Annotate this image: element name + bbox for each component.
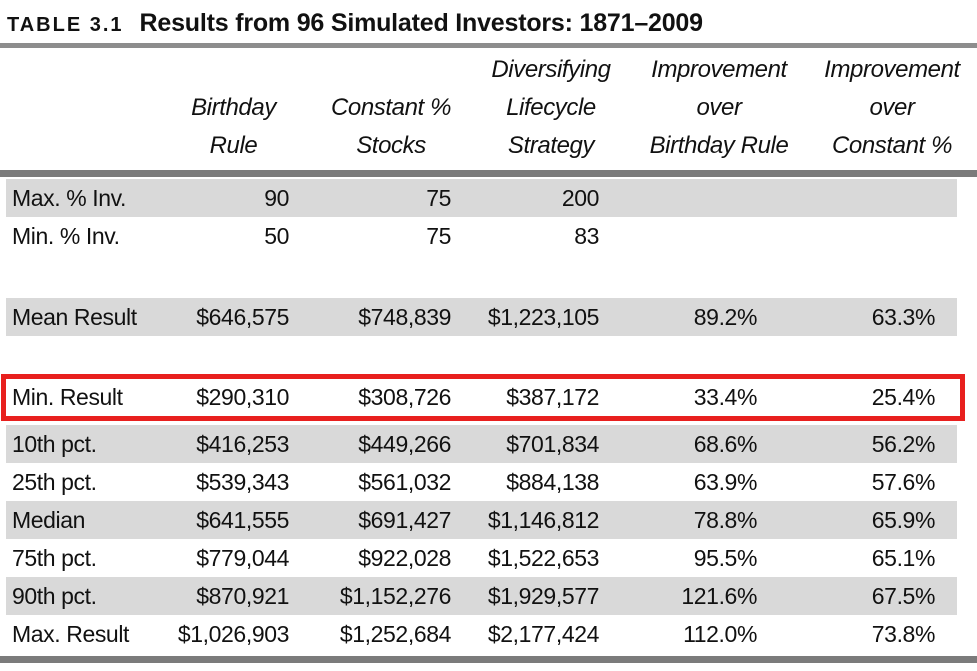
row-label: 25th pct. <box>12 468 97 495</box>
cell-diversifying-lifecycle: $387,172 <box>506 384 599 410</box>
table-row-min-result: Min. Result $290,310 $308,726 $387,172 3… <box>6 374 957 421</box>
cell-diversifying-lifecycle: $701,834 <box>506 430 599 457</box>
cell-constant-pct-stocks: $308,726 <box>358 384 451 410</box>
cell-improvement-over-constant: 65.9% <box>871 506 936 533</box>
cell-diversifying-lifecycle: $1,522,653 <box>487 544 600 571</box>
table-bottom-border <box>0 656 977 663</box>
cell-improvement-over-birthday: 95.5% <box>693 544 758 571</box>
cell-constant-pct-stocks: $449,266 <box>358 430 451 457</box>
row-label: 75th pct. <box>12 544 97 571</box>
cell-constant-pct-stocks: $691,427 <box>358 506 451 533</box>
caption-divider <box>0 43 977 48</box>
column-header-diversifying-lifecycle-strategy: Diversifying Lifecycle Strategy <box>491 56 611 159</box>
cell-diversifying-lifecycle: $2,177,424 <box>487 620 600 647</box>
cell-improvement-over-constant: 57.6% <box>871 468 936 495</box>
cell-improvement-over-constant: 73.8% <box>871 620 936 647</box>
cell-birthday-rule: $539,343 <box>196 468 289 495</box>
table-row-min-pct-inv: Min. % Inv. 50 75 83 <box>6 217 957 255</box>
cell-diversifying-lifecycle: $1,223,105 <box>487 303 600 330</box>
table-number: TABLE 3.1 <box>7 14 124 36</box>
cell-improvement-over-constant: 63.3% <box>871 303 936 330</box>
cell-constant-pct-stocks: $922,028 <box>358 544 451 571</box>
row-label: Mean Result <box>12 303 137 330</box>
table-row-max-result: Max. Result $1,026,903 $1,252,684 $2,177… <box>6 615 957 653</box>
cell-birthday-rule: $416,253 <box>196 430 289 457</box>
cell-improvement-over-constant: 67.5% <box>871 582 936 609</box>
column-headers: Birthday Rule Constant % Stocks Diversif… <box>0 48 977 170</box>
row-spacer <box>6 336 957 374</box>
row-label: Max. Result <box>12 620 130 647</box>
table-body: Max. % Inv. 90 75 200 Min. % Inv. 50 75 … <box>1 177 965 656</box>
cell-constant-pct-stocks: $748,839 <box>358 303 451 330</box>
table-row-75th-pct: 75th pct. $779,044 $922,028 $1,522,653 9… <box>6 539 957 577</box>
row-spacer <box>6 653 957 656</box>
cell-diversifying-lifecycle: 200 <box>561 184 600 211</box>
table-row-max-pct-inv: Max. % Inv. 90 75 200 <box>6 179 957 217</box>
cell-constant-pct-stocks: $1,252,684 <box>339 620 452 647</box>
cell-improvement-over-constant: 25.4% <box>871 384 936 410</box>
table-row-median: Median $641,555 $691,427 $1,146,812 78.8… <box>6 501 957 539</box>
row-label: Max. % Inv. <box>12 184 127 211</box>
table-row-mean-result: Mean Result $646,575 $748,839 $1,223,105… <box>6 298 957 336</box>
column-header-improvement-over-birthday-rule: Improvement over Birthday Rule <box>649 56 789 159</box>
row-label: 10th pct. <box>12 430 97 457</box>
cell-diversifying-lifecycle: $1,929,577 <box>487 582 600 609</box>
column-header-constant-pct-stocks: Constant % Stocks <box>330 94 452 159</box>
row-label: Median <box>12 506 86 533</box>
header-divider <box>0 170 977 177</box>
cell-improvement-over-constant: 65.1% <box>871 544 936 571</box>
row-spacer <box>6 255 957 298</box>
cell-birthday-rule: $641,555 <box>196 506 289 533</box>
table-row-90th-pct: 90th pct. $870,921 $1,152,276 $1,929,577… <box>6 577 957 615</box>
cell-constant-pct-stocks: 75 <box>426 222 451 249</box>
row-label: Min. Result <box>12 384 123 410</box>
cell-improvement-over-birthday: 78.8% <box>693 506 758 533</box>
cell-birthday-rule: 90 <box>264 184 289 211</box>
cell-improvement-over-birthday: 89.2% <box>693 303 758 330</box>
cell-diversifying-lifecycle: 83 <box>574 222 599 249</box>
cell-improvement-over-birthday: 68.6% <box>693 430 758 457</box>
cell-birthday-rule: $646,575 <box>196 303 289 330</box>
table-caption: TABLE 3.1 Results from 96 Simulated Inve… <box>0 0 977 43</box>
table-row-10th-pct: 10th pct. $416,253 $449,266 $701,834 68.… <box>6 425 957 463</box>
cell-improvement-over-birthday: 112.0% <box>683 620 757 647</box>
cell-improvement-over-birthday: 33.4% <box>693 384 758 410</box>
row-label: 90th pct. <box>12 582 97 609</box>
column-header-improvement-over-constant-pct: Improvement over Constant % <box>824 56 960 159</box>
cell-birthday-rule: $1,026,903 <box>177 620 290 647</box>
cell-birthday-rule: $290,310 <box>196 384 289 410</box>
cell-birthday-rule: 50 <box>264 222 289 249</box>
cell-constant-pct-stocks: $561,032 <box>358 468 451 495</box>
column-header-birthday-rule: Birthday Rule <box>191 94 276 159</box>
table-title: Results from 96 Simulated Investors: 187… <box>139 9 703 37</box>
cell-improvement-over-constant: 56.2% <box>871 430 936 457</box>
cell-constant-pct-stocks: 75 <box>426 184 451 211</box>
row-label: Min. % Inv. <box>12 222 120 249</box>
table-row-25th-pct: 25th pct. $539,343 $561,032 $884,138 63.… <box>6 463 957 501</box>
cell-birthday-rule: $779,044 <box>196 544 289 571</box>
cell-constant-pct-stocks: $1,152,276 <box>339 582 452 609</box>
cell-birthday-rule: $870,921 <box>196 582 289 609</box>
cell-diversifying-lifecycle: $1,146,812 <box>487 506 600 533</box>
cell-improvement-over-birthday: 63.9% <box>693 468 758 495</box>
cell-diversifying-lifecycle: $884,138 <box>506 468 599 495</box>
cell-improvement-over-birthday: 121.6% <box>681 582 757 609</box>
